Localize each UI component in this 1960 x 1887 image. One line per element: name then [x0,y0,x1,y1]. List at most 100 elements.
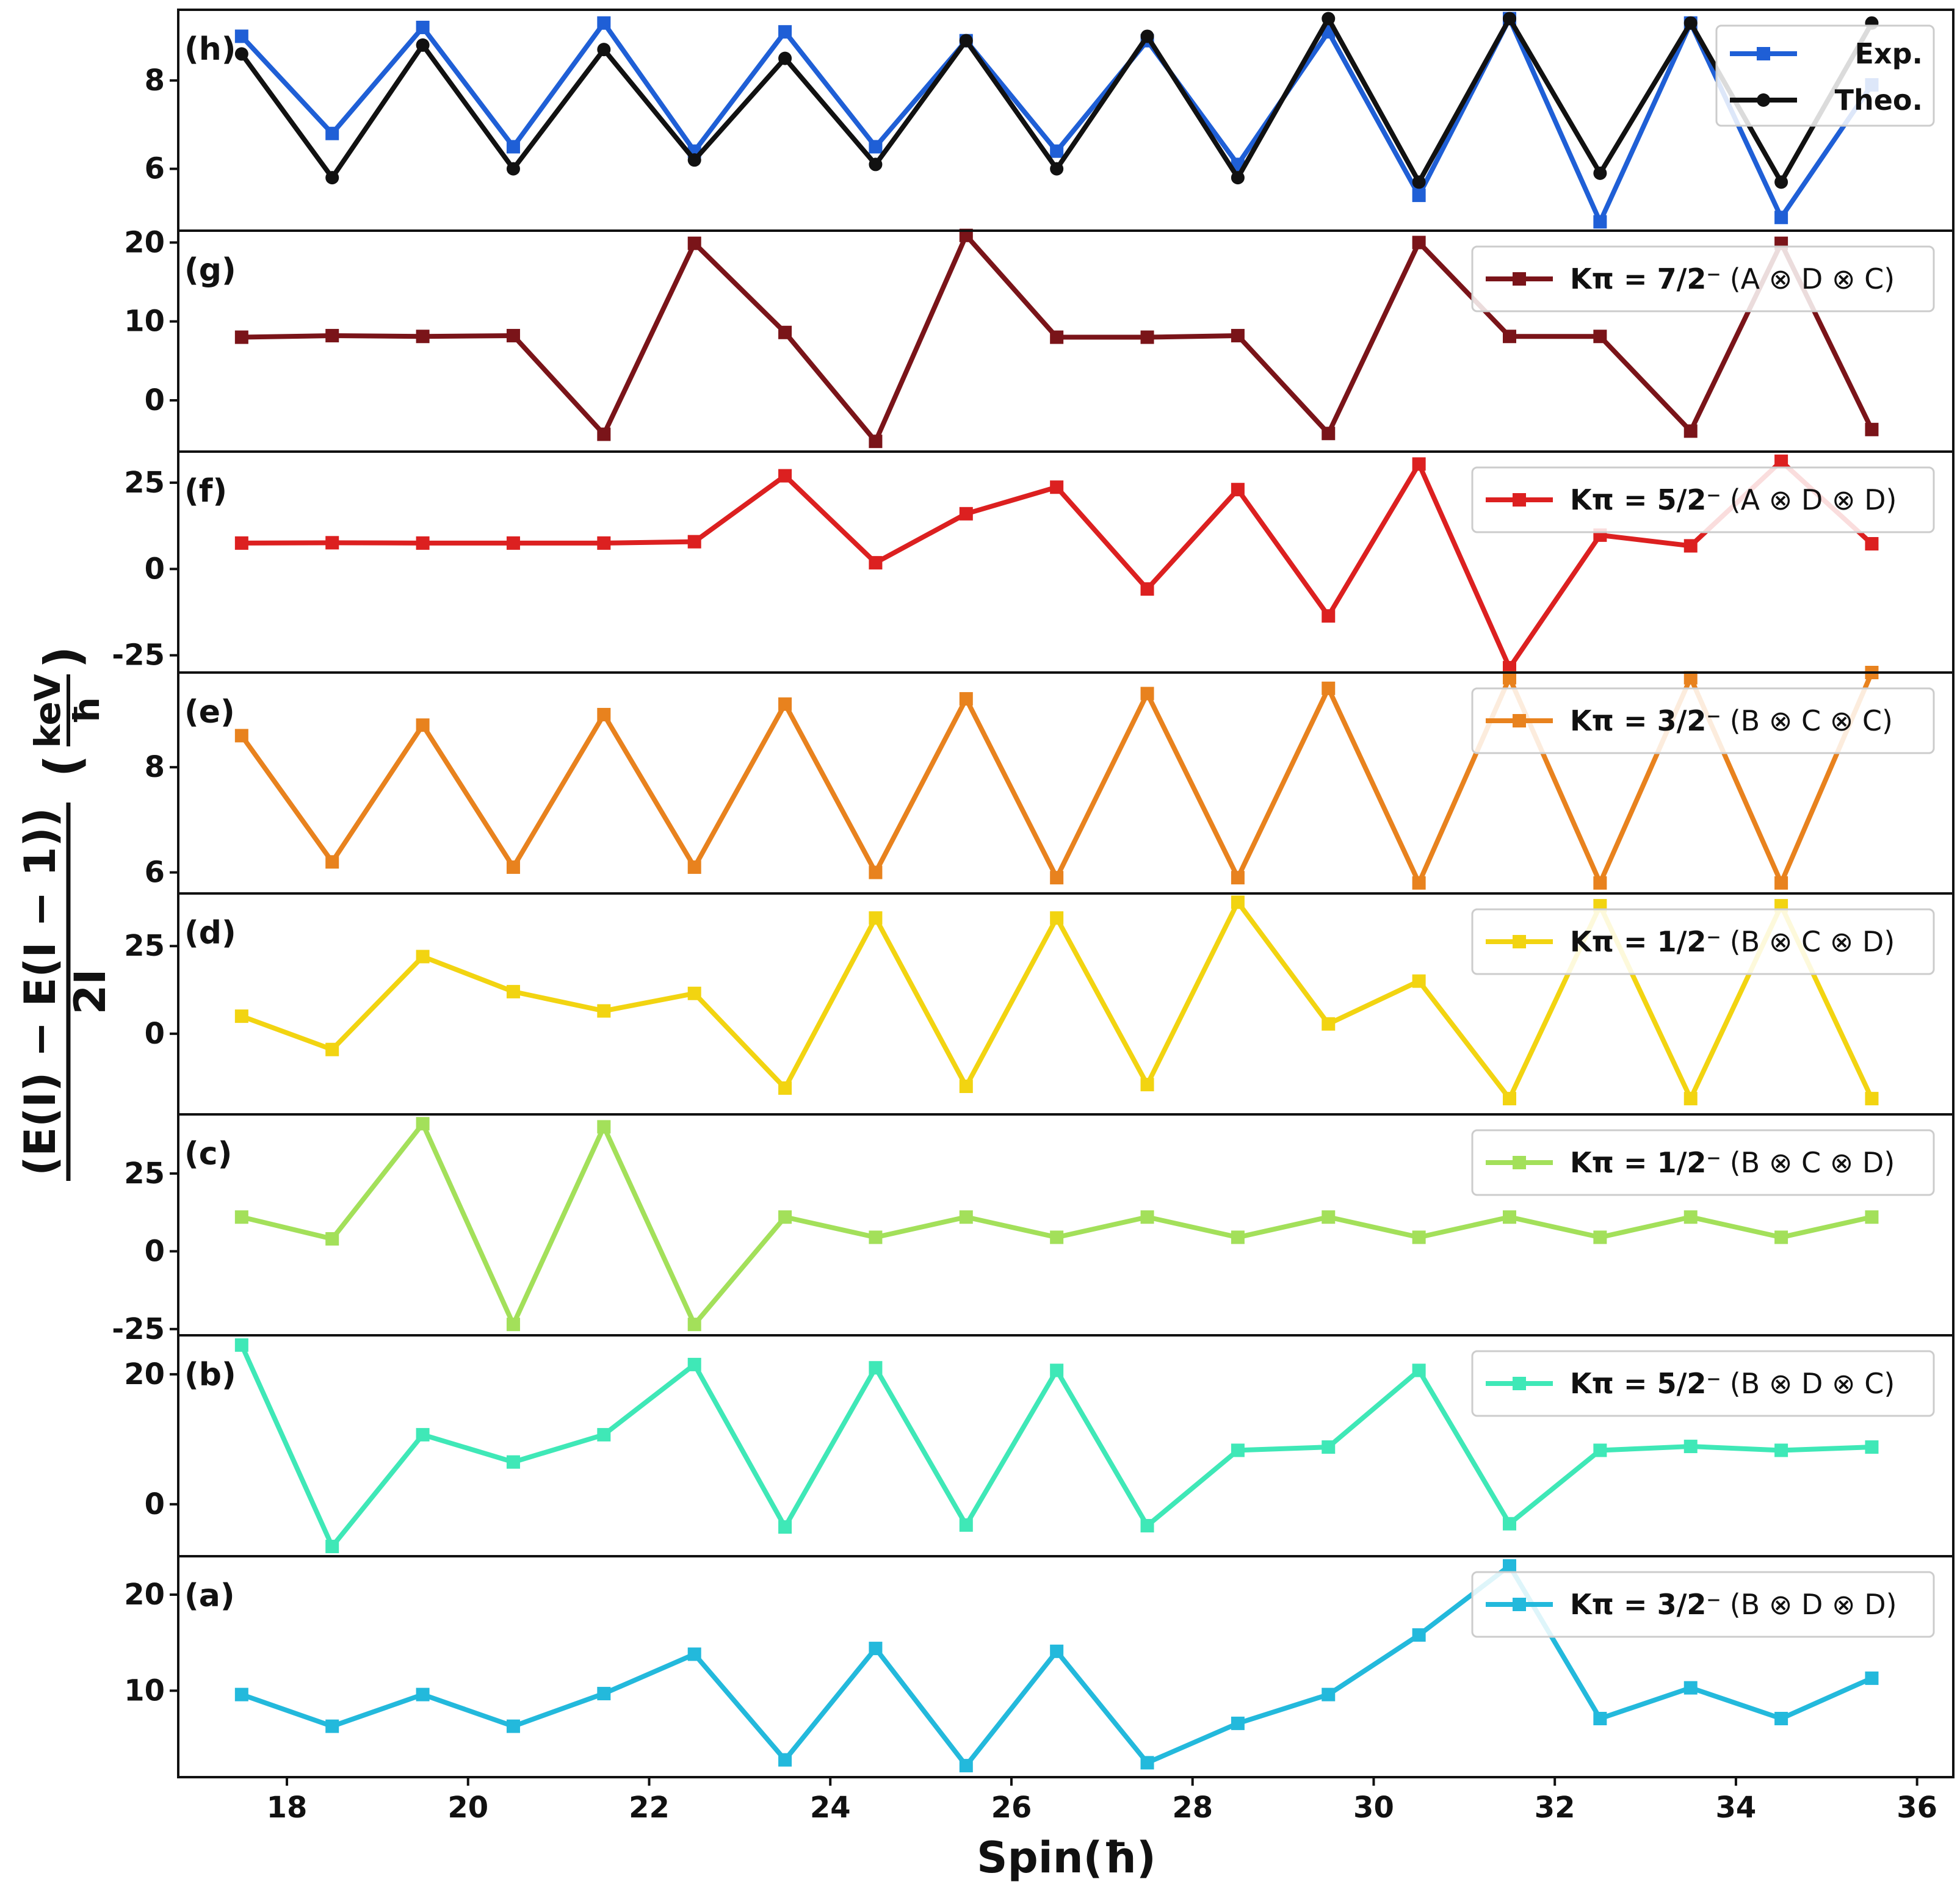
data-point [687,860,701,874]
legend-box [1471,1350,1935,1417]
data-point [1593,1230,1607,1244]
data-point [597,43,611,57]
legend-marker [1513,1598,1526,1611]
x-tick-label: 24 [810,1791,851,1825]
data-point [1050,1363,1064,1377]
data-point [1140,687,1154,701]
legend-g: Kπ = 7/2⁻ (A ⊗ D ⊗ C) [1471,245,1935,312]
data-point [506,140,520,154]
chart-panels: 6 8 (h) Exp. Theo. 0 10 20 (g) Kπ = 7/2⁻ (A ⊗ D ⊗ … [112,9,1955,1778]
data-point [1683,539,1698,553]
data-point [506,1318,520,1332]
data-point [869,435,883,449]
data-point [416,1117,430,1131]
data-point [416,20,430,34]
legend-marker [1513,272,1526,286]
y-tick-label: 10 [124,305,165,339]
legend-box [1471,1571,1935,1638]
data-point [1412,876,1426,890]
legend-label-config: (A ⊗ D ⊗ D) [1730,483,1897,516]
data-point [1503,671,1516,685]
y-tick-label: 8 [145,750,165,784]
data-point [1683,1681,1698,1695]
legend-label: Kπ = 1/2⁻ (B ⊗ C ⊗ D) [1570,925,1895,958]
y-axis-title-denominator: 2I [65,969,115,1015]
x-tick-label: 20 [447,1791,488,1825]
panel-label: (d) [184,915,236,951]
data-point [1865,1671,1879,1685]
panel-a: 10 20 (a) Kπ = 3/2⁻ (B ⊗ D ⊗ D) [124,1555,1955,1778]
legend-label: Kπ = 1/2⁻ (B ⊗ C ⊗ D) [1570,1146,1895,1179]
data-point [1774,454,1788,468]
data-point [778,1210,792,1224]
x-tick-label: 30 [1353,1791,1394,1825]
panel-label: (f) [184,473,227,510]
data-point [1412,457,1426,471]
data-point [1322,609,1336,623]
data-point [959,228,973,242]
data-point [1050,480,1064,494]
data-point [1774,876,1788,890]
data-point [1593,876,1607,890]
data-point [1774,1711,1788,1725]
data-point [1412,236,1426,250]
legend-label-kpi: Kπ = 3/2⁻ [1570,1588,1721,1621]
data-point [1865,1210,1879,1224]
legend-label-kpi: Kπ = 1/2⁻ [1570,925,1721,958]
data-point [597,1120,611,1134]
data-point [1322,1687,1336,1701]
y-tick-label: 6 [145,856,165,890]
y-axis-title-unit-close: ) [34,646,91,669]
data-point [1774,211,1788,225]
data-point [234,536,248,550]
legend-box [1471,687,1935,754]
data-point [1140,1518,1154,1532]
data-point [1231,1716,1245,1730]
data-point [1231,871,1245,885]
legend-marker [1513,714,1526,727]
data-point [597,1687,611,1701]
data-point [597,16,611,30]
legend-marker [1513,1156,1526,1169]
data-point [234,1338,248,1352]
legend-f: Kπ = 5/2⁻ (A ⊗ D ⊗ D) [1471,466,1935,533]
data-point [1322,427,1336,441]
data-point [687,1357,701,1371]
data-point [1231,483,1245,497]
legend-a: Kπ = 3/2⁻ (B ⊗ D ⊗ D) [1471,1571,1935,1638]
legend-label-config: (B ⊗ D ⊗ C) [1730,1367,1895,1400]
data-point [1412,1230,1426,1244]
series-a-0 [234,1559,1879,1773]
legend-box [1471,908,1935,975]
data-point [687,1647,701,1661]
panel-label: (e) [184,694,235,731]
y-tick-label: 0 [145,552,165,586]
data-point [506,1455,520,1469]
data-point [1140,29,1154,43]
data-point [1593,215,1607,229]
data-point [687,236,701,250]
data-point [416,1687,430,1701]
data-point [325,1232,339,1246]
data-point [778,1081,792,1095]
legend-label: Kπ = 5/2⁻ (A ⊗ D ⊗ D) [1570,483,1897,516]
data-point [506,984,520,998]
y-tick-label: 25 [124,929,165,963]
legend-label-kpi: Kπ = 5/2⁻ [1570,483,1721,516]
data-point [234,29,248,43]
legend-label-kpi: Kπ = 5/2⁻ [1570,1367,1721,1400]
legend-marker [1757,93,1770,107]
data-point [869,1361,883,1375]
data-point [1683,1440,1698,1454]
data-point [1140,1078,1154,1092]
panel-e: 6 8 (e) Kπ = 3/2⁻ (B ⊗ C ⊗ C) [145,666,1955,895]
legend-label: Kπ = 7/2⁻ (A ⊗ D ⊗ C) [1570,262,1895,295]
data-point [687,535,701,549]
data-point [1503,1517,1516,1531]
legend-marker [1513,1377,1526,1390]
legend-box [1471,466,1935,533]
series-b-0 [234,1338,1879,1554]
data-point [1683,1092,1698,1106]
panel-b: 0 20 (b) Kπ = 5/2⁻ (B ⊗ D ⊗ C) [124,1334,1955,1557]
